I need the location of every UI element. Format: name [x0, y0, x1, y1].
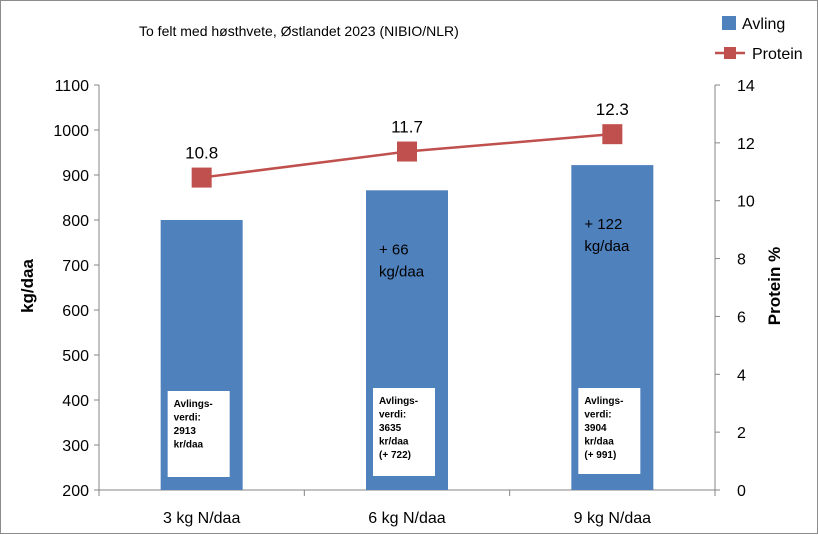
value-box-line: 2913 [174, 426, 197, 437]
legend-marker-protein [724, 47, 736, 59]
axes: 200 300 400 500 600 700 800 900 1000 1100 0 2 4 6 8 10 1… [53, 78, 754, 527]
value-box-line: Avlings- [379, 396, 418, 407]
bar-increase-annotation: + 66 [379, 241, 409, 258]
value-box-line: verdi: [584, 410, 611, 421]
y2-tick-label: 4 [737, 367, 746, 384]
protein-point [191, 167, 212, 188]
y-tick-label: 900 [62, 168, 89, 185]
chart-title: To felt med høsthvete, Østlandet 2023 (N… [139, 23, 459, 39]
annotations: + 66 kg/daa + 122 kg/daa Avlings-verdi: 2913 k… [167, 216, 641, 477]
value-box [167, 391, 230, 477]
bar-increase-annotation: + 122 [584, 216, 622, 233]
value-box [373, 388, 435, 476]
protein-data-label: 12.3 [596, 100, 629, 119]
value-box-line: (+ 991) [584, 450, 616, 461]
value-box-line: Avlings- [584, 396, 623, 407]
x-category-label: 3 kg N/daa [163, 510, 240, 527]
y-tick-label: 700 [62, 258, 89, 275]
value-box [578, 388, 641, 474]
y-tick-label: 600 [62, 303, 89, 320]
x-category-label: 9 kg N/daa [574, 510, 651, 527]
y2-tick-label: 12 [737, 136, 755, 153]
bar-increase-annotation: kg/daa [379, 263, 425, 280]
protein-point [397, 141, 417, 162]
value-box-line: kr/daa [584, 437, 614, 448]
y-tick-label: 200 [62, 483, 89, 500]
y-tick-label: 1100 [55, 78, 90, 95]
value-box-line: verdi: [379, 410, 406, 421]
y2-tick-label: 2 [737, 425, 746, 442]
legend-swatch-avling [722, 16, 736, 30]
protein-data-label: 11.7 [391, 118, 423, 137]
y-tick-label: 500 [62, 348, 89, 365]
y-tick-label: 300 [62, 438, 89, 455]
legend-label-protein: Protein [752, 46, 803, 63]
value-box-line: Avlings- [174, 399, 213, 410]
value-box-line: verdi: [174, 413, 201, 424]
protein-point [602, 124, 623, 145]
legend: Avling Protein [715, 16, 803, 63]
bar-increase-annotation: kg/daa [584, 238, 630, 255]
y2-tick-label: 8 [737, 252, 746, 269]
y-tick-label: 800 [62, 213, 89, 230]
y2-tick-label: 6 [737, 309, 746, 326]
y2-tick-label: 10 [737, 194, 755, 211]
protein-data-label: 10.8 [185, 144, 218, 163]
value-box-line: 3904 [584, 423, 607, 434]
value-box-line: (+ 722) [379, 450, 411, 461]
protein-line-series: 10.8 11.7 12.3 [185, 100, 629, 188]
y-axis-title: kg/daa [18, 259, 37, 313]
legend-label-avling: Avling [742, 16, 785, 33]
y-tick-label: 1000 [53, 123, 89, 140]
y2-tick-label: 14 [737, 78, 755, 95]
value-box-line: 3635 [379, 423, 402, 434]
value-box-line: kr/daa [379, 437, 409, 448]
value-box-line: kr/daa [174, 440, 204, 451]
y2-tick-label: 0 [737, 483, 746, 500]
x-category-label: 6 kg N/daa [368, 510, 445, 527]
y-tick-label: 400 [62, 393, 89, 410]
y2-axis-title: Protein % [765, 247, 784, 325]
